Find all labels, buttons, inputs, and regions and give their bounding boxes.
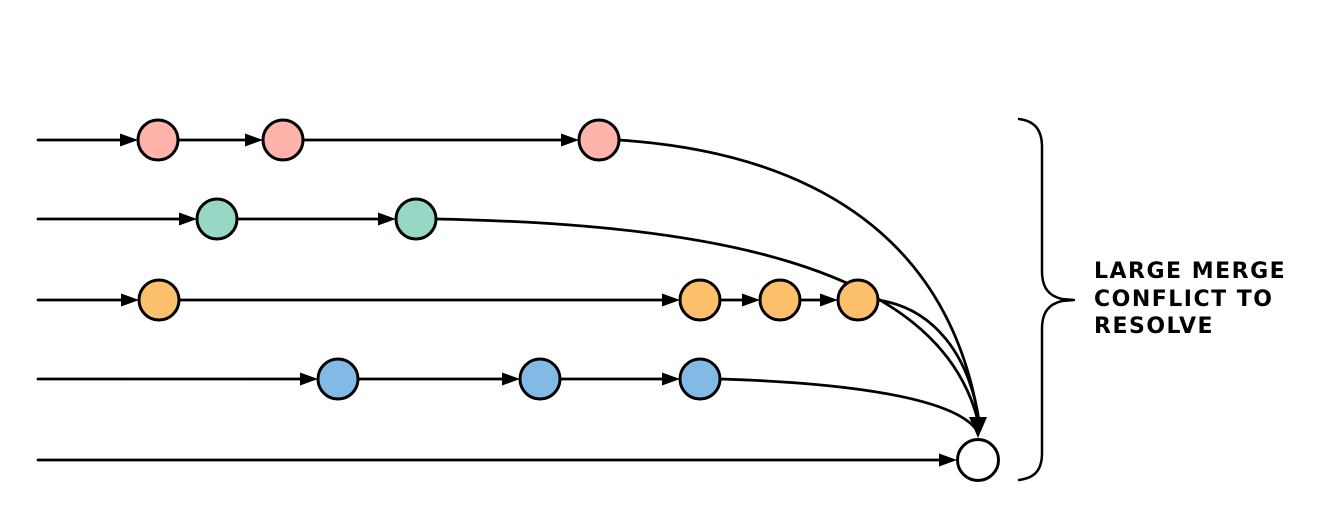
arrow-right-icon (820, 293, 838, 307)
commit-node-red-1 (136, 118, 180, 162)
merge-label-line-3: RESOLVE (1094, 314, 1214, 339)
arrow-right-icon (939, 453, 957, 467)
commit-node-orange-2 (678, 278, 722, 322)
arrow-right-icon (121, 293, 139, 307)
commit-node-teal-2 (394, 197, 438, 241)
merge-point (956, 417, 1000, 482)
arrow-right-icon (245, 133, 263, 147)
merge-commit-node (956, 438, 1000, 482)
commit-node-blue-2 (518, 357, 562, 401)
branch-blue-merge-curve (718, 377, 977, 430)
branch-red (36, 118, 981, 423)
arrow-right-icon (502, 372, 520, 386)
merge-label: LARGE MERGE CONFLICT TO RESOLVE (1094, 259, 1286, 339)
arrow-right-icon (179, 212, 197, 226)
branch-main (36, 453, 957, 467)
branch-blue (36, 357, 977, 430)
commit-node-orange-1 (137, 278, 181, 322)
arrow-right-icon (378, 212, 396, 226)
branch-orange-merge-curve (876, 298, 981, 423)
commit-node-teal-1 (195, 197, 239, 241)
arrow-right-icon (120, 133, 138, 147)
arrow-down-icon (969, 417, 987, 438)
merge-label-line-2: CONFLICT TO (1094, 287, 1274, 312)
merge-label-line-1: LARGE MERGE (1094, 259, 1286, 284)
arrow-right-icon (662, 293, 680, 307)
branch-orange (36, 278, 981, 423)
commit-node-red-2 (261, 118, 305, 162)
commit-node-blue-3 (678, 357, 722, 401)
commit-node-blue-1 (316, 357, 360, 401)
commit-node-red-3 (577, 118, 621, 162)
arrow-right-icon (561, 133, 579, 147)
branch-teal-merge-curve (434, 217, 980, 423)
commit-node-orange-4 (836, 278, 880, 322)
arrow-right-icon (742, 293, 760, 307)
branch-red-merge-curve (617, 138, 981, 423)
arrow-right-icon (300, 372, 318, 386)
arrow-right-icon (662, 372, 680, 386)
commit-node-orange-3 (758, 278, 802, 322)
curly-brace (1017, 117, 1076, 482)
branch-teal (36, 197, 980, 423)
